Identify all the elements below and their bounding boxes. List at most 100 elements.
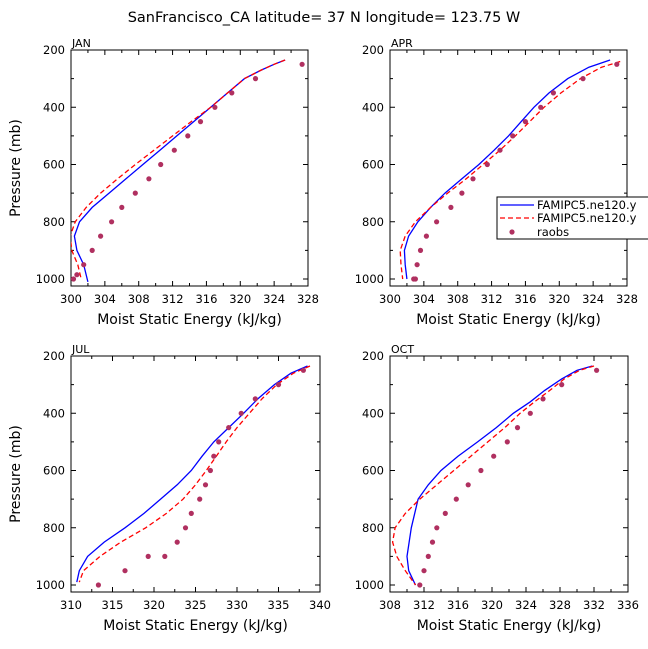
raob-point xyxy=(252,76,259,82)
y-tick-label: 800 xyxy=(43,215,65,229)
y-tick-label: 600 xyxy=(362,158,384,172)
series-line-solid xyxy=(76,365,308,583)
x-tick-label: 320 xyxy=(548,292,570,306)
raob-point xyxy=(411,276,417,282)
raob-point xyxy=(423,233,429,239)
x-tick-label: 340 xyxy=(309,598,331,612)
raob-point xyxy=(81,262,87,268)
y-tick-label: 400 xyxy=(362,406,384,420)
raob-point xyxy=(226,425,232,431)
panel-jan: JAN 300 304 308 312 316 320 324 328 200 400 600 800 1… xyxy=(8,37,319,328)
x-axis-label: Moist Static Energy (kJ/kg) xyxy=(103,618,288,634)
raob-point xyxy=(559,382,565,388)
x-tick-label: 324 xyxy=(582,292,604,306)
series-line-dashed xyxy=(71,59,286,280)
raob-point xyxy=(429,539,436,545)
panel-label: OCT xyxy=(391,343,414,356)
raob-point xyxy=(434,219,440,225)
raob-point xyxy=(470,176,476,182)
raob-point xyxy=(540,396,546,402)
raob-point xyxy=(109,219,115,225)
raob-point xyxy=(216,439,222,445)
series-line-dashed xyxy=(399,60,621,280)
y-tick-label: 600 xyxy=(362,464,384,478)
raob-point xyxy=(414,262,420,268)
raob-point xyxy=(550,90,557,96)
panel-label: JAN xyxy=(71,37,91,50)
raob-point xyxy=(119,204,125,210)
series-line-dashed xyxy=(391,365,595,586)
panel-label: JUL xyxy=(71,343,90,356)
raob-point xyxy=(162,553,168,560)
raob-point xyxy=(614,61,620,67)
y-tick-label: 200 xyxy=(43,43,65,57)
raob-point xyxy=(89,247,95,253)
raob-point xyxy=(453,496,459,502)
legend-marker-raobs xyxy=(509,229,515,235)
raob-point xyxy=(207,467,213,474)
raob-point xyxy=(132,190,138,196)
y-tick-label: 400 xyxy=(43,406,65,420)
y-tick-label: 400 xyxy=(362,100,384,114)
raob-point xyxy=(238,410,244,416)
raob-point xyxy=(202,482,209,488)
y-axis-label: Pressure (mb) xyxy=(8,119,24,217)
raob-point xyxy=(417,247,424,253)
x-tick-label: 324 xyxy=(515,598,537,612)
x-tick-label: 312 xyxy=(162,292,184,306)
panel-apr: APR 300 304 308 312 316 320 324 328 200 400 600 800 1… xyxy=(355,37,638,328)
x-tick-label: 316 xyxy=(195,292,217,306)
raob-point xyxy=(442,510,448,516)
y-tick-label: 600 xyxy=(43,464,65,478)
panel-oct: OCT 308 312 316 320 324 328 332 336 200 400 600 800 1… xyxy=(355,343,639,634)
x-tick-label: 308 xyxy=(379,598,401,612)
raob-point xyxy=(299,61,305,67)
x-tick-label: 328 xyxy=(549,598,571,612)
y-tick-label: 200 xyxy=(362,349,384,363)
raob-point xyxy=(211,453,217,459)
x-tick-label: 304 xyxy=(94,292,116,306)
x-tick-label: 312 xyxy=(413,598,435,612)
raob-point xyxy=(522,119,529,125)
raob-point xyxy=(182,525,189,531)
x-tick-label: 320 xyxy=(143,598,165,612)
y-tick-label: 800 xyxy=(43,521,65,535)
raob-point xyxy=(95,582,101,588)
y-tick-label: 800 xyxy=(362,215,384,229)
raob-point xyxy=(504,439,510,445)
raob-point xyxy=(98,233,104,239)
y-axis-label: Pressure (mb) xyxy=(8,425,24,523)
x-tick-label: 300 xyxy=(60,292,82,306)
x-axis-label: Moist Static Energy (kJ/kg) xyxy=(97,312,282,328)
raob-point xyxy=(300,367,306,373)
y-tick-label: 200 xyxy=(362,43,384,57)
legend-box xyxy=(496,196,648,240)
raob-point xyxy=(185,133,191,139)
raob-point xyxy=(497,147,503,153)
raob-point xyxy=(252,396,258,402)
panel-label: APR xyxy=(391,37,413,50)
raob-point xyxy=(188,510,194,516)
legend-label: raobs xyxy=(537,225,569,239)
x-axis-label: Moist Static Energy (kJ/kg) xyxy=(417,618,602,634)
raob-point xyxy=(146,176,152,182)
x-tick-label: 335 xyxy=(268,598,290,612)
x-tick-label: 328 xyxy=(616,292,638,306)
raob-point xyxy=(158,161,164,168)
raob-point xyxy=(421,568,427,574)
x-tick-label: 324 xyxy=(263,292,285,306)
y-tick-label: 600 xyxy=(43,158,65,172)
raob-point xyxy=(212,104,218,110)
y-tick-label: 1000 xyxy=(355,578,384,592)
raob-point xyxy=(538,104,544,110)
y-tick-label: 1000 xyxy=(36,272,65,286)
y-tick-label: 1000 xyxy=(36,578,65,592)
x-tick-label: 300 xyxy=(379,292,401,306)
x-tick-label: 336 xyxy=(617,598,639,612)
x-tick-label: 320 xyxy=(229,292,251,306)
raob-point xyxy=(275,382,282,388)
x-tick-label: 315 xyxy=(102,598,124,612)
raob-point xyxy=(434,525,440,531)
